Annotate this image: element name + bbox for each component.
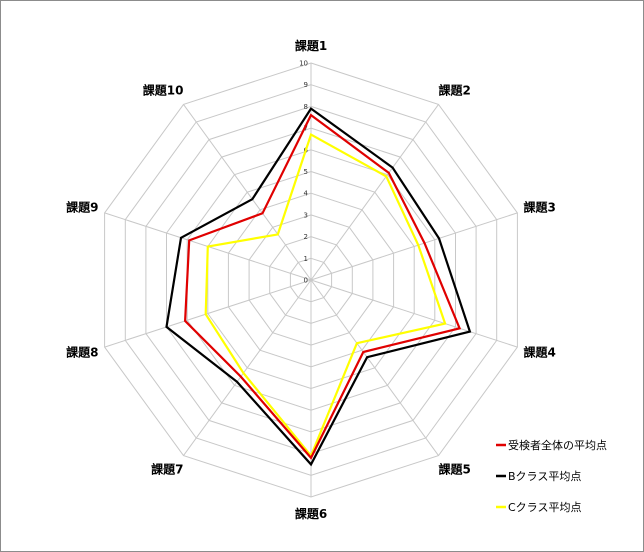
tick-label: 0	[304, 277, 308, 285]
grid-spoke	[183, 104, 312, 281]
legend-label: 受検者全体の平均点	[508, 438, 607, 452]
tick-label: 2	[304, 233, 308, 241]
grid-spoke	[310, 279, 439, 456]
category-label: 課題8	[66, 344, 98, 359]
radar-category-labels: 課題1 課題2 課題3 課題4 課題5 課題6 課題7 課題8 課題9 課題10	[66, 38, 556, 521]
legend-label: Cクラス平均点	[508, 501, 581, 514]
tick-label: 1	[304, 255, 308, 263]
radar-series	[165, 107, 472, 467]
grid-spoke	[310, 279, 518, 348]
tick-label: 10	[299, 60, 308, 68]
tick-label: 8	[304, 103, 308, 111]
category-label: 課題5	[439, 461, 471, 476]
series-line	[165, 107, 472, 467]
category-label: 課題6	[295, 506, 327, 521]
tick-label: 4	[304, 190, 309, 198]
grid-spoke	[310, 104, 439, 281]
category-label: 課題3	[524, 200, 556, 215]
category-label: 課題7	[151, 461, 183, 476]
grid-spoke	[310, 212, 518, 281]
grid-spoke	[104, 279, 312, 348]
legend: 受検者全体の平均点 Bクラス平均点 Cクラス平均点	[496, 438, 607, 514]
tick-label: 3	[304, 211, 308, 219]
category-label: 課題4	[524, 344, 556, 359]
category-label: 課題1	[295, 38, 327, 53]
category-label: 課題2	[439, 83, 471, 98]
grid-spoke	[183, 279, 312, 456]
category-label: 課題9	[66, 200, 98, 215]
tick-label: 7	[304, 125, 308, 133]
series-line	[183, 113, 462, 460]
tick-label: 5	[304, 168, 308, 176]
radar-grid	[104, 62, 518, 498]
category-label: 課題10	[143, 83, 184, 98]
tick-label: 9	[304, 81, 308, 89]
legend-label: Bクラス平均点	[508, 470, 581, 483]
